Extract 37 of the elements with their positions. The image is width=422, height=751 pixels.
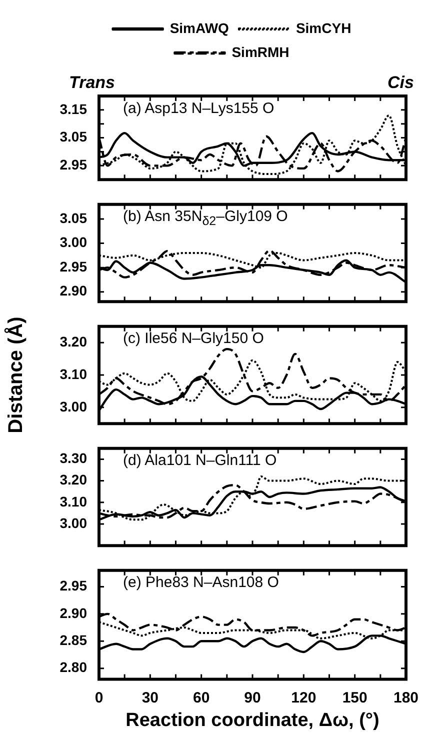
x-tick-label: 30 — [142, 689, 159, 706]
legend-label: SimRMH — [232, 44, 290, 60]
y-tick-label: 2.95 — [60, 578, 88, 594]
y-tick-label: 3.20 — [60, 472, 88, 488]
chart-title: (e) Phe83 N–Asn108 O — [123, 574, 279, 592]
y-tick-label: 3.00 — [60, 514, 88, 531]
text: Trans — [69, 73, 115, 92]
y-tick-label: 2.80 — [60, 659, 88, 676]
chart-title: (b) Asn 35N$_{δ2}$–Gly109 O — [123, 208, 288, 228]
x-axis-title: Reaction coordinate, Δω, (°) — [126, 710, 380, 731]
y-tick-label: 3.00 — [60, 398, 88, 414]
y-tick-label: 2.95 — [60, 258, 88, 274]
x-tick-label: 120 — [291, 689, 316, 706]
x-tick-label: 180 — [393, 689, 419, 706]
chart-title: (d) Ala101 N–Gln111 O — [123, 452, 277, 470]
y-tick-label: 2.95 — [60, 156, 88, 173]
y-tick-label: 2.85 — [60, 632, 88, 648]
y-tick-label: 3.05 — [60, 210, 88, 226]
x-tick-label: 90 — [244, 689, 261, 706]
y-tick-label: 3.10 — [60, 366, 88, 382]
chart-title: (a) Asp13 N–Lys155 O — [123, 100, 274, 117]
y-tick-label: 3.00 — [60, 234, 88, 250]
y-tick-label: 2.90 — [60, 282, 88, 299]
y-tick-label: 2.90 — [60, 604, 88, 621]
y-tick-label: 3.30 — [60, 450, 88, 466]
legend-label: SimCYH — [296, 20, 352, 36]
x-tick-label: 0 — [94, 689, 104, 706]
y-tick-label: 3.05 — [60, 128, 88, 145]
legend-label: SimAWQ — [170, 20, 230, 36]
y-tick-label: 3.15 — [60, 100, 88, 117]
text: Cis — [388, 73, 414, 92]
y-tick-label: 3.20 — [60, 333, 88, 350]
y-axis-title: Distance (Å) — [5, 316, 27, 434]
x-tick-label: 60 — [192, 689, 210, 706]
chart-title: (c) Ile56 N–Gly150 O — [123, 330, 264, 348]
y-tick-label: 3.10 — [60, 493, 88, 510]
x-tick-label: 150 — [342, 689, 368, 706]
